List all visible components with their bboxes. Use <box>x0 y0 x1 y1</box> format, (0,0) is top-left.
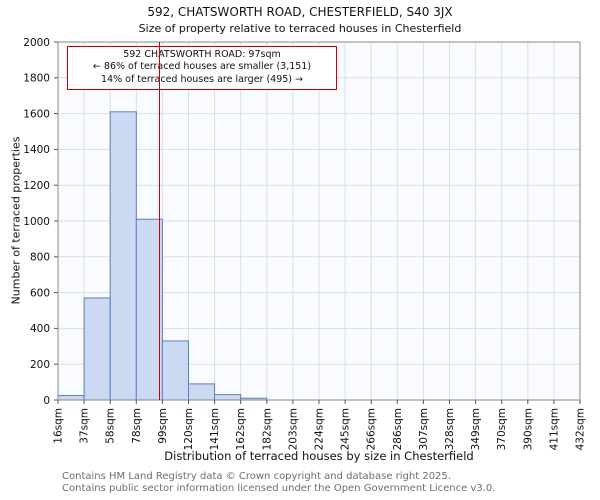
x-axis-label: Distribution of terraced houses by size … <box>164 449 474 463</box>
svg-text:307sqm: 307sqm <box>418 408 430 450</box>
svg-text:78sqm: 78sqm <box>131 408 143 444</box>
svg-text:400: 400 <box>30 323 50 335</box>
annotation-smaller-share: ← 86% of terraced houses are smaller (3,… <box>92 61 312 73</box>
chart-title: 592, CHATSWORTH ROAD, CHESTERFIELD, S40 … <box>147 5 453 19</box>
svg-text:0: 0 <box>43 395 50 407</box>
annotation-larger-share: 14% of terraced houses are larger (495) … <box>101 73 303 85</box>
svg-text:58sqm: 58sqm <box>105 408 117 444</box>
svg-text:245sqm: 245sqm <box>340 408 352 450</box>
property-marker-line <box>158 42 161 400</box>
chart-subtitle: Size of property relative to terraced ho… <box>138 22 462 35</box>
svg-text:411sqm: 411sqm <box>548 408 560 450</box>
footer-line-2: Contains public sector information licen… <box>62 482 496 494</box>
svg-text:99sqm: 99sqm <box>157 408 169 444</box>
svg-text:328sqm: 328sqm <box>444 408 456 450</box>
svg-text:200: 200 <box>30 359 50 371</box>
svg-text:120sqm: 120sqm <box>183 408 195 450</box>
svg-text:1000: 1000 <box>23 216 50 228</box>
svg-text:16sqm: 16sqm <box>53 408 65 444</box>
svg-text:1600: 1600 <box>23 108 50 120</box>
svg-text:600: 600 <box>30 287 50 299</box>
svg-text:1200: 1200 <box>23 180 50 192</box>
footer-line-1: Contains HM Land Registry data © Crown c… <box>62 471 451 482</box>
svg-text:800: 800 <box>30 252 50 264</box>
svg-text:370sqm: 370sqm <box>496 408 508 450</box>
svg-text:224sqm: 224sqm <box>314 408 326 450</box>
svg-text:162sqm: 162sqm <box>235 408 247 450</box>
svg-text:390sqm: 390sqm <box>522 408 534 450</box>
svg-text:37sqm: 37sqm <box>79 408 91 444</box>
svg-text:182sqm: 182sqm <box>261 408 273 450</box>
svg-text:266sqm: 266sqm <box>366 408 378 450</box>
annotation-property-size: 592 CHATSWORTH ROAD: 97sqm <box>123 49 281 60</box>
svg-text:286sqm: 286sqm <box>392 408 404 450</box>
svg-text:203sqm: 203sqm <box>287 408 299 450</box>
svg-text:1800: 1800 <box>23 73 50 85</box>
svg-text:349sqm: 349sqm <box>470 408 482 450</box>
property-annotation-box: 592 CHATSWORTH ROAD: 97sqm ← 86% of terr… <box>67 46 337 91</box>
svg-text:1400: 1400 <box>23 144 50 156</box>
attribution-footer: Contains HM Land Registry data © Crown c… <box>62 471 495 495</box>
svg-text:141sqm: 141sqm <box>209 408 221 450</box>
svg-text:432sqm: 432sqm <box>575 408 587 450</box>
svg-text:2000: 2000 <box>23 37 50 49</box>
